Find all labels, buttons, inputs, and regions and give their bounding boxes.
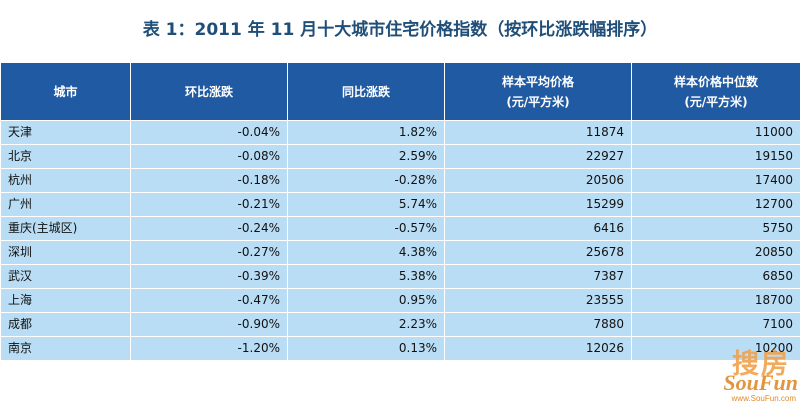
cell-mom-change: -0.04% [130, 120, 288, 145]
cell-mom-change: -0.18% [130, 168, 288, 193]
cell-city: 重庆(主城区) [0, 216, 131, 241]
table-row: 杭州 -0.18% -0.28% 20506 17400 [0, 168, 800, 193]
cell-average-price: 22927 [444, 144, 632, 169]
header-city: 城市 [0, 62, 131, 121]
cell-median-price: 19150 [631, 144, 800, 169]
cell-yoy-change: 0.13% [287, 336, 445, 361]
header-median-price-label: 样本价格中位数 [673, 74, 758, 89]
cell-mom-change: -0.24% [130, 216, 288, 241]
cell-city: 北京 [0, 144, 131, 169]
cell-yoy-change: 5.74% [287, 192, 445, 217]
table-row: 重庆(主城区) -0.24% -0.57% 6416 5750 [0, 216, 800, 241]
table-row: 广州 -0.21% 5.74% 15299 12700 [0, 192, 800, 217]
cell-average-price: 6416 [444, 216, 632, 241]
table-title: 表 1：2011 年 11 月十大城市住宅价格指数（按环比涨跌幅排序） [142, 20, 658, 40]
cell-mom-change: -0.08% [130, 144, 288, 169]
cell-city: 南京 [0, 336, 131, 361]
cell-median-price: 11000 [631, 120, 800, 145]
cell-median-price: 20850 [631, 240, 800, 265]
cell-city: 广州 [0, 192, 131, 217]
cell-median-price: 18700 [631, 288, 800, 313]
cell-city: 成都 [0, 312, 131, 337]
cell-yoy-change: 4.38% [287, 240, 445, 265]
cell-median-price: 17400 [631, 168, 800, 193]
cell-average-price: 11874 [444, 120, 632, 145]
watermark-brand: SouFun [723, 370, 798, 395]
cell-mom-change: -0.27% [130, 240, 288, 265]
watermark-url: www.SouFun.com [731, 394, 796, 403]
cell-mom-change: -0.47% [130, 288, 288, 313]
cell-city: 杭州 [0, 168, 131, 193]
cell-median-price: 5750 [631, 216, 800, 241]
cell-mom-change: -0.21% [130, 192, 288, 217]
header-average-price-label: 样本平均价格 [501, 74, 574, 89]
cell-yoy-change: 2.59% [287, 144, 445, 169]
price-index-table: 城市 环比涨跌 同比涨跌 样本平均价格 (元/平方米) 样本价格中位数 (元/平… [0, 62, 800, 361]
cell-city: 上海 [0, 288, 131, 313]
table-row: 成都 -0.90% 2.23% 7880 7100 [0, 312, 800, 337]
table-row: 天津 -0.04% 1.82% 11874 11000 [0, 120, 800, 145]
cell-city: 武汉 [0, 264, 131, 289]
cell-yoy-change: -0.28% [287, 168, 445, 193]
table-row: 北京 -0.08% 2.59% 22927 19150 [0, 144, 800, 169]
table-row: 深圳 -0.27% 4.38% 25678 20850 [0, 240, 800, 265]
table-row: 武汉 -0.39% 5.38% 7387 6850 [0, 264, 800, 289]
cell-median-price: 10200 [631, 336, 800, 361]
cell-yoy-change: 1.82% [287, 120, 445, 145]
cell-average-price: 12026 [444, 336, 632, 361]
cell-average-price: 7387 [444, 264, 632, 289]
cell-average-price: 7880 [444, 312, 632, 337]
header-mom-change: 环比涨跌 [130, 62, 288, 121]
cell-yoy-change: -0.57% [287, 216, 445, 241]
cell-mom-change: -0.90% [130, 312, 288, 337]
cell-yoy-change: 5.38% [287, 264, 445, 289]
cell-city: 深圳 [0, 240, 131, 265]
cell-mom-change: -1.20% [130, 336, 288, 361]
cell-yoy-change: 2.23% [287, 312, 445, 337]
header-median-price-unit: (元/平方米) [684, 94, 748, 109]
table-row: 南京 -1.20% 0.13% 12026 10200 [0, 336, 800, 361]
cell-average-price: 15299 [444, 192, 632, 217]
cell-mom-change: -0.39% [130, 264, 288, 289]
header-average-price-unit: (元/平方米) [506, 94, 570, 109]
header-yoy-change: 同比涨跌 [287, 62, 445, 121]
cell-median-price: 12700 [631, 192, 800, 217]
cell-average-price: 25678 [444, 240, 632, 265]
cell-median-price: 6850 [631, 264, 800, 289]
cell-city: 天津 [0, 120, 131, 145]
cell-average-price: 23555 [444, 288, 632, 313]
header-median-price: 样本价格中位数 (元/平方米) [631, 62, 800, 121]
cell-median-price: 7100 [631, 312, 800, 337]
header-average-price: 样本平均价格 (元/平方米) [444, 62, 632, 121]
table-row: 上海 -0.47% 0.95% 23555 18700 [0, 288, 800, 313]
cell-average-price: 20506 [444, 168, 632, 193]
table-header-row: 城市 环比涨跌 同比涨跌 样本平均价格 (元/平方米) 样本价格中位数 (元/平… [0, 62, 800, 121]
cell-yoy-change: 0.95% [287, 288, 445, 313]
